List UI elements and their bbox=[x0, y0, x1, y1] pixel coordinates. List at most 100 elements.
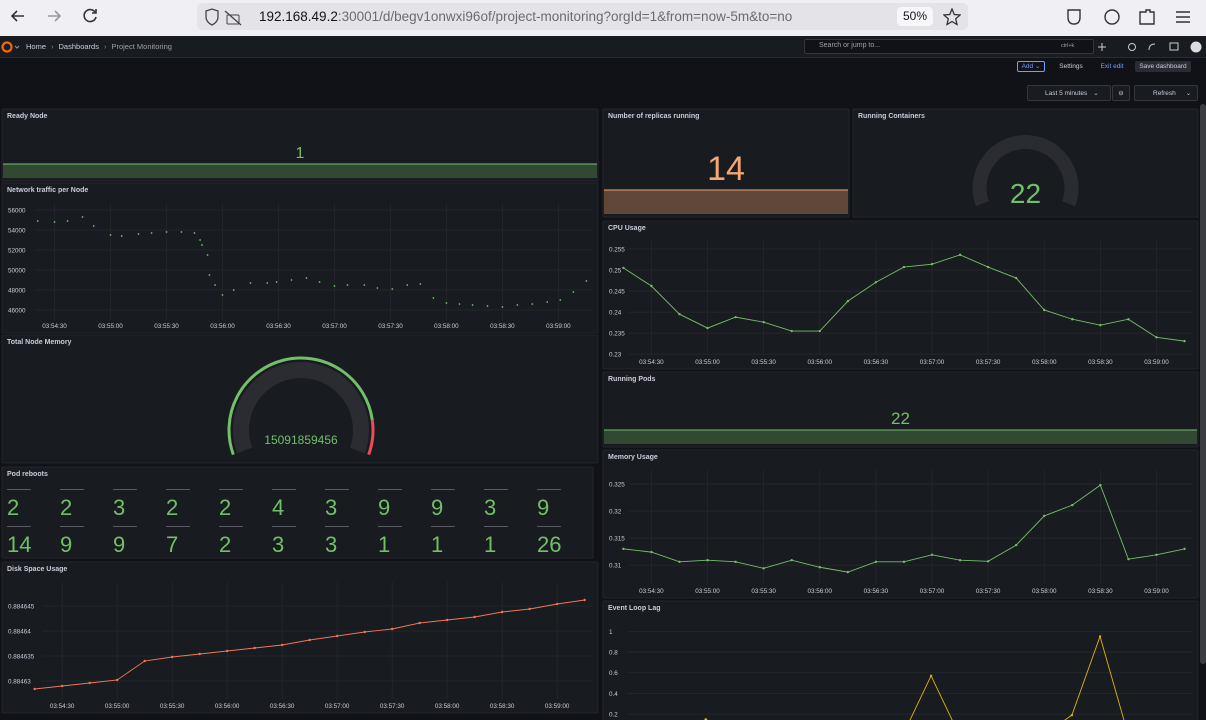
stat-label bbox=[378, 526, 402, 527]
panel-title: CPU Usage bbox=[608, 225, 646, 232]
stat-value: 2 bbox=[219, 532, 231, 557]
scrollbar[interactable] bbox=[1200, 104, 1206, 664]
data-point bbox=[198, 652, 201, 656]
help-icon[interactable] bbox=[1128, 43, 1136, 51]
data-point bbox=[762, 567, 765, 570]
add-button[interactable]: Add ⌄ bbox=[1017, 61, 1045, 72]
back-button[interactable] bbox=[10, 10, 24, 22]
stat-label bbox=[484, 526, 508, 527]
data-point bbox=[818, 329, 821, 333]
data-point bbox=[1014, 276, 1018, 280]
stat-label bbox=[219, 489, 243, 490]
data-point bbox=[92, 225, 95, 227]
x-tick-label: 03:54:30 bbox=[639, 359, 664, 366]
grafana-logo[interactable] bbox=[1, 40, 21, 54]
stat-label bbox=[272, 489, 296, 490]
y-tick-label: 0.884645 bbox=[8, 604, 35, 611]
data-point bbox=[1071, 503, 1074, 507]
x-tick-label: 03:57:30 bbox=[976, 588, 1001, 595]
zoom-indicator[interactable]: 50% bbox=[897, 7, 933, 26]
breadcrumb[interactable]: Dashboards bbox=[58, 42, 99, 51]
browser-actions bbox=[1067, 9, 1190, 25]
panel bbox=[602, 449, 1199, 599]
kiosk-icon[interactable] bbox=[1169, 42, 1179, 51]
forward-button[interactable] bbox=[48, 10, 62, 22]
stat-value: 1 bbox=[296, 145, 305, 162]
reload-button[interactable] bbox=[83, 8, 97, 23]
time-range-picker[interactable]: Last 5 minutes ⌄ bbox=[1027, 85, 1111, 101]
y-tick-label: 50000 bbox=[8, 268, 26, 275]
data-point bbox=[170, 655, 174, 659]
data-point bbox=[53, 221, 56, 223]
data-point bbox=[528, 607, 531, 611]
stat-label bbox=[431, 489, 455, 490]
search-box[interactable]: Search or jump to... ctrl+k bbox=[804, 39, 1094, 54]
new-icon[interactable] bbox=[1098, 43, 1106, 51]
data-point bbox=[390, 627, 394, 631]
panel bbox=[1, 108, 599, 182]
news-icon[interactable] bbox=[1148, 43, 1156, 51]
data-point bbox=[846, 570, 850, 574]
x-tick-label: 03:55:00 bbox=[695, 359, 720, 366]
data-point bbox=[902, 560, 906, 564]
save-dashboard-button[interactable]: Save dashboard bbox=[1135, 61, 1191, 72]
panel bbox=[852, 108, 1199, 218]
x-tick-label: 03:57:00 bbox=[920, 588, 945, 595]
data-point bbox=[1099, 483, 1102, 487]
breadcrumb: Project Monitoring bbox=[111, 42, 172, 51]
data-point bbox=[308, 638, 311, 642]
panel bbox=[1, 466, 594, 559]
panel-title: Ready Node bbox=[7, 113, 48, 120]
stat-value: 14 bbox=[7, 532, 31, 557]
data-point bbox=[280, 643, 284, 647]
data-point bbox=[1155, 336, 1158, 339]
refresh-button[interactable]: Refresh ⌄ bbox=[1134, 85, 1198, 101]
y-tick-label: 0.24 bbox=[609, 310, 622, 317]
topbar-icons bbox=[1098, 41, 1202, 53]
panel bbox=[1, 182, 599, 334]
data-point bbox=[546, 301, 549, 303]
url-path: :30001/d/begv1onwxi96of/project-monitori… bbox=[337, 9, 793, 24]
data-point bbox=[418, 621, 421, 625]
profile-avatar[interactable] bbox=[1190, 41, 1202, 53]
shield-icon bbox=[205, 8, 219, 26]
y-tick-label: 0.6 bbox=[609, 670, 618, 677]
data-point bbox=[471, 304, 474, 306]
extensions-icon[interactable] bbox=[1139, 9, 1155, 25]
y-tick-label: 46000 bbox=[8, 308, 26, 315]
pocket-icon[interactable] bbox=[1067, 9, 1081, 25]
x-tick-label: 03:59:00 bbox=[545, 703, 570, 710]
x-tick-label: 03:54:30 bbox=[639, 588, 664, 595]
data-point bbox=[406, 284, 409, 286]
data-point bbox=[958, 253, 962, 257]
data-point bbox=[762, 320, 765, 324]
zoom-out-button[interactable]: ⊖ bbox=[1112, 85, 1130, 101]
data-point bbox=[120, 235, 123, 237]
stat-label bbox=[484, 489, 508, 490]
data-point bbox=[734, 560, 737, 564]
breadcrumb[interactable]: Home bbox=[26, 42, 47, 51]
exit-edit-button[interactable]: Exit edit bbox=[1100, 63, 1124, 70]
x-tick-label: 03:57:00 bbox=[325, 703, 350, 710]
x-tick-label: 03:58:30 bbox=[490, 703, 515, 710]
data-point bbox=[500, 610, 504, 614]
stat-value: 2 bbox=[60, 495, 72, 520]
x-tick-label: 03:55:00 bbox=[105, 703, 130, 710]
threshold-arc bbox=[367, 419, 375, 456]
logo-caret bbox=[14, 45, 20, 49]
account-icon[interactable] bbox=[1104, 9, 1120, 25]
stat-label bbox=[113, 489, 137, 490]
y-tick-label: 0.88464 bbox=[8, 629, 31, 636]
data-point bbox=[1127, 557, 1130, 561]
search-placeholder: Search or jump to... bbox=[819, 42, 881, 49]
bookmark-star[interactable] bbox=[943, 8, 961, 26]
data-point bbox=[432, 297, 435, 299]
x-tick-label: 03:58:30 bbox=[1088, 359, 1113, 366]
search-shortcut: ctrl+k bbox=[1061, 43, 1075, 49]
settings-button[interactable]: Settings bbox=[1059, 63, 1083, 70]
data-point bbox=[193, 232, 196, 234]
panel bbox=[602, 371, 1199, 448]
url-bar[interactable]: 192.168.49.2:30001/d/begv1onwxi96of/proj… bbox=[197, 3, 968, 30]
menu-icon[interactable] bbox=[1176, 11, 1190, 23]
y-tick-label: 52000 bbox=[8, 248, 26, 255]
